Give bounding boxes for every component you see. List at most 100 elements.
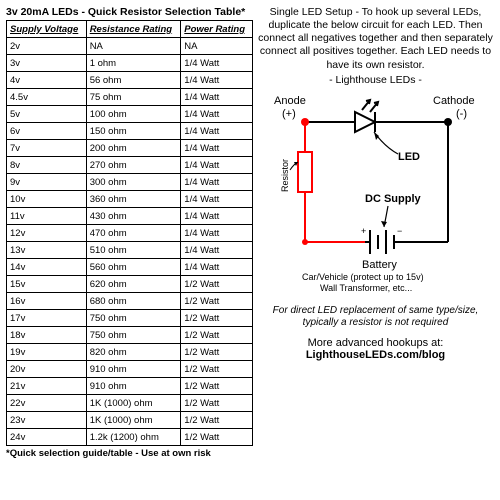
svg-text:DC Supply: DC Supply: [365, 193, 421, 205]
table-row: 14v560 ohm1/4 Watt: [7, 259, 253, 276]
svg-text:(-): (-): [456, 108, 467, 120]
table-panel: 3v 20mA LEDs - Quick Resistor Selection …: [6, 6, 253, 494]
table-cell: 2v: [7, 38, 87, 55]
info-panel: Single LED Setup - To hook up several LE…: [257, 6, 494, 494]
table-row: 7v200 ohm1/4 Watt: [7, 140, 253, 157]
table-row: 16v680 ohm1/2 Watt: [7, 293, 253, 310]
table-cell: 9v: [7, 174, 87, 191]
table-cell: 1/4 Watt: [181, 55, 253, 72]
table-cell: 1/2 Watt: [181, 310, 253, 327]
url-text: LighthouseLEDs.com/blog: [306, 349, 445, 361]
table-row: 9v300 ohm1/4 Watt: [7, 174, 253, 191]
table-cell: 1/2 Watt: [181, 378, 253, 395]
table-cell: 1K (1000) ohm: [86, 395, 181, 412]
table-cell: 470 ohm: [86, 225, 181, 242]
table-row: 24v1.2k (1200) ohm1/2 Watt: [7, 429, 253, 446]
table-cell: 150 ohm: [86, 123, 181, 140]
table-row: 8v270 ohm1/4 Watt: [7, 157, 253, 174]
table-cell: 620 ohm: [86, 276, 181, 293]
table-cell: 4v: [7, 72, 87, 89]
table-cell: 750 ohm: [86, 327, 181, 344]
table-cell: 4.5v: [7, 89, 87, 106]
table-cell: 24v: [7, 429, 87, 446]
table-row: 22v1K (1000) ohm1/2 Watt: [7, 395, 253, 412]
table-footnote: *Quick selection guide/table - Use at ow…: [6, 448, 253, 459]
table-row: 23v1K (1000) ohm1/2 Watt: [7, 412, 253, 429]
table-cell: 75 ohm: [86, 89, 181, 106]
table-cell: 22v: [7, 395, 87, 412]
table-cell: 270 ohm: [86, 157, 181, 174]
table-cell: 1/4 Watt: [181, 208, 253, 225]
resistor-table: Supply VoltageResistance RatingPower Rat…: [6, 20, 253, 446]
table-cell: 1/4 Watt: [181, 157, 253, 174]
table-cell: 1/4 Watt: [181, 225, 253, 242]
table-row: 4.5v75 ohm1/4 Watt: [7, 89, 253, 106]
table-title: 3v 20mA LEDs - Quick Resistor Selection …: [6, 6, 253, 18]
table-cell: 7v: [7, 140, 87, 157]
table-cell: 1/2 Watt: [181, 276, 253, 293]
svg-text:LED: LED: [398, 151, 420, 163]
table-cell: 300 ohm: [86, 174, 181, 191]
table-cell: 12v: [7, 225, 87, 242]
table-cell: 14v: [7, 259, 87, 276]
table-cell: 8v: [7, 157, 87, 174]
svg-text:Battery: Battery: [362, 259, 397, 271]
table-row: 13v510 ohm1/4 Watt: [7, 242, 253, 259]
table-cell: 560 ohm: [86, 259, 181, 276]
table-cell: 18v: [7, 327, 87, 344]
table-cell: 750 ohm: [86, 310, 181, 327]
table-cell: 1K (1000) ohm: [86, 412, 181, 429]
circuit-diagram: + − Anode (+) Cathode (-) LED Resistor D…: [270, 92, 480, 297]
table-row: 10v360 ohm1/4 Watt: [7, 191, 253, 208]
table-cell: 1/4 Watt: [181, 123, 253, 140]
table-cell: 1/4 Watt: [181, 174, 253, 191]
table-row: 12v470 ohm1/4 Watt: [7, 225, 253, 242]
table-row: 18v750 ohm1/2 Watt: [7, 327, 253, 344]
replacement-note: For direct LED replacement of same type/…: [257, 305, 494, 329]
table-row: 4v56 ohm1/4 Watt: [7, 72, 253, 89]
table-cell: 13v: [7, 242, 87, 259]
table-cell: 23v: [7, 412, 87, 429]
table-cell: 1/2 Watt: [181, 429, 253, 446]
table-cell: 430 ohm: [86, 208, 181, 225]
table-row: 2vNANA: [7, 38, 253, 55]
table-cell: 56 ohm: [86, 72, 181, 89]
table-cell: 820 ohm: [86, 344, 181, 361]
table-row: 15v620 ohm1/2 Watt: [7, 276, 253, 293]
table-cell: 1 ohm: [86, 55, 181, 72]
table-cell: 910 ohm: [86, 378, 181, 395]
table-cell: 100 ohm: [86, 106, 181, 123]
table-cell: 15v: [7, 276, 87, 293]
table-cell: 17v: [7, 310, 87, 327]
svg-text:Anode: Anode: [274, 95, 306, 107]
table-cell: 1.2k (1200) ohm: [86, 429, 181, 446]
table-cell: 3v: [7, 55, 87, 72]
table-cell: NA: [86, 38, 181, 55]
table-cell: 1/2 Watt: [181, 327, 253, 344]
table-cell: 1/2 Watt: [181, 412, 253, 429]
more-text: More advanced hookups at:: [308, 337, 444, 349]
instructions-text: Single LED Setup - To hook up several LE…: [257, 6, 494, 72]
svg-text:+: +: [361, 226, 366, 236]
table-cell: 20v: [7, 361, 87, 378]
table-cell: 1/4 Watt: [181, 72, 253, 89]
svg-text:Wall Transformer, etc...: Wall Transformer, etc...: [320, 283, 412, 293]
table-header: Resistance Rating: [86, 21, 181, 38]
table-cell: 200 ohm: [86, 140, 181, 157]
table-cell: 360 ohm: [86, 191, 181, 208]
table-row: 5v100 ohm1/4 Watt: [7, 106, 253, 123]
table-cell: 1/2 Watt: [181, 293, 253, 310]
table-cell: 1/4 Watt: [181, 89, 253, 106]
svg-text:Car/Vehicle (protect up to 15v: Car/Vehicle (protect up to 15v): [302, 272, 424, 282]
table-cell: 1/4 Watt: [181, 259, 253, 276]
table-cell: 910 ohm: [86, 361, 181, 378]
svg-text:(+): (+): [282, 108, 296, 120]
table-cell: 1/4 Watt: [181, 140, 253, 157]
table-cell: 680 ohm: [86, 293, 181, 310]
table-cell: 16v: [7, 293, 87, 310]
table-cell: 5v: [7, 106, 87, 123]
table-cell: 1/2 Watt: [181, 344, 253, 361]
table-cell: 6v: [7, 123, 87, 140]
table-cell: 1/2 Watt: [181, 395, 253, 412]
table-cell: 19v: [7, 344, 87, 361]
